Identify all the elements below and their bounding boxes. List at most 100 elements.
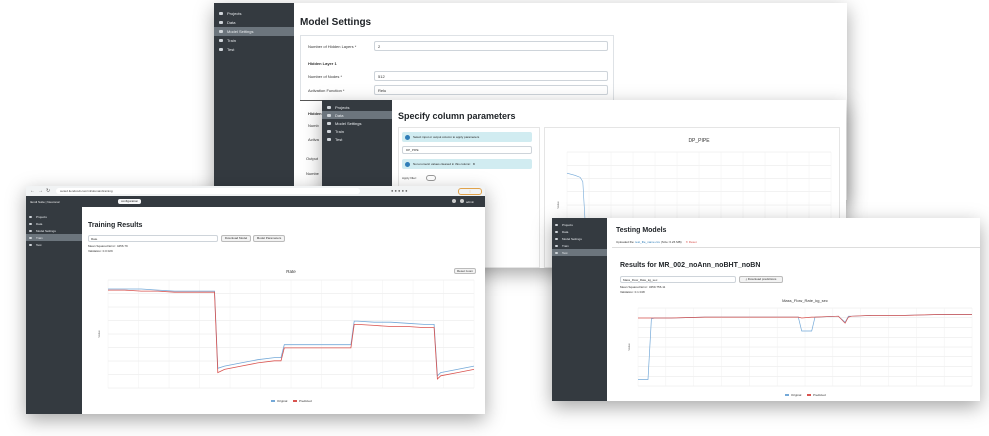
update-button[interactable]: ⋮ — [458, 188, 482, 195]
sidebar-item-model-settings[interactable]: Model Settings — [552, 235, 607, 242]
sidebar-item-projects[interactable]: Projects — [552, 221, 607, 228]
column-select[interactable]: DP_PIPE — [402, 146, 532, 154]
sliders-icon — [327, 121, 331, 125]
database-icon — [219, 21, 223, 24]
select-column-alert: Select input or output column to apply p… — [402, 132, 532, 142]
sidebar-item-model-settings[interactable]: Model Settings — [26, 227, 82, 234]
apply-filter-toggle[interactable] — [426, 175, 436, 181]
sidebar-item-test[interactable]: Test — [322, 135, 392, 143]
uploaded-file-row: Uploaded file: test_file_name.csv (Size:… — [616, 240, 697, 244]
legend-swatch-predicted — [807, 394, 811, 396]
hidden-layers-label: Number of Hidden Layers * — [308, 44, 357, 49]
extensions-icons: ● ● ● ● ● — [391, 188, 408, 193]
info-icon — [405, 134, 410, 140]
training-window: ← → ↻ suite2.ilendcodi.com/ml/domain/tra… — [26, 186, 485, 414]
legend-swatch-original — [271, 400, 275, 402]
sliders-icon — [555, 237, 558, 240]
sidebar-nav: Projects Data Model Settings Train Test — [552, 218, 607, 256]
activation-select[interactable]: Relu — [374, 85, 608, 95]
reset-link[interactable]: ✕ Reset — [685, 240, 697, 244]
back-icon[interactable]: ← — [30, 188, 35, 194]
hidden-layers-stepper[interactable]: 2 — [374, 41, 608, 51]
series-line-predicted — [108, 289, 475, 380]
forward-icon[interactable]: → — [38, 188, 43, 194]
model-parameters-button[interactable]: Model Parameters — [253, 235, 285, 242]
mass-flow-chart: Mass_Flow_Rate_kg_sec Value Original Predic… — [627, 298, 973, 397]
sidebar-item-train[interactable]: Train — [214, 36, 294, 45]
sliders-icon — [219, 30, 223, 33]
nodes-label: Number of Nodes * — [308, 74, 343, 79]
database-icon — [555, 230, 558, 233]
sidebar-nav: Projects Data Model Settings Train Test — [322, 100, 392, 143]
validation-text: Validation: 0.1 048 — [620, 290, 645, 294]
nonnumeric-alert: Non-numeric values cleaned in this colum… — [402, 159, 532, 169]
sidebar-nav: Projects Data Model Settings Train Test — [214, 3, 294, 54]
app-header: Ilendi Suite | Neuronal configuration ad… — [26, 196, 485, 207]
y-axis-label: Value — [556, 201, 560, 209]
sidebar-item-data[interactable]: Data — [26, 220, 82, 227]
page-title: Model Settings — [300, 17, 372, 28]
info-icon — [405, 161, 410, 167]
sidebar-nav: Projects Data Model Settings Train Test — [26, 207, 82, 248]
hidden-layer-2-heading: Hidden — [308, 111, 322, 116]
sliders-icon — [29, 229, 32, 232]
sidebar-item-projects[interactable]: Projects — [322, 103, 392, 111]
results-title: Results for MR_002_noAnn_noBHT_noBN — [620, 262, 761, 269]
sidebar-item-model-settings[interactable]: Model Settings — [214, 27, 294, 36]
sidebar-item-train[interactable]: Train — [26, 234, 82, 241]
download-model-button[interactable]: Download Model — [221, 235, 251, 242]
mse-text: Mean Squared Error: 3459.756.11 — [620, 285, 666, 289]
sidebar: Projects Data Model Settings Train Test — [214, 3, 294, 200]
column-select[interactable]: Mass_Flow_Rate_kg_sec — [620, 276, 736, 283]
chart-icon — [555, 244, 558, 247]
download-predictions-button[interactable]: ⤓ Download predictions — [739, 276, 783, 283]
sidebar-item-data[interactable]: Data — [552, 228, 607, 235]
page-title: Specify column parameters — [398, 111, 516, 121]
validation-text: Validation: 0.0 029 — [88, 249, 113, 253]
folder-icon — [29, 215, 32, 218]
sidebar: Projects Data Model Settings Train Test — [552, 218, 607, 401]
nodes-input[interactable]: 512 — [374, 71, 608, 81]
activation-label: Activation Function * — [308, 88, 345, 93]
address-bar[interactable]: suite2.ilendcodi.com/ml/domain/training — [56, 188, 360, 194]
legend-swatch-original — [785, 394, 789, 396]
uploaded-file-link[interactable]: test_file_name.csv — [635, 240, 661, 244]
sidebar-item-test[interactable]: Test — [552, 249, 607, 256]
nodes-label-2: Numb — [308, 123, 319, 128]
mse-text: Mean Squared Error: 4456.79 — [88, 244, 128, 248]
page-title: Training Results — [88, 222, 143, 229]
reload-icon[interactable]: ↻ — [46, 188, 51, 194]
divider — [612, 247, 980, 248]
gear-icon[interactable] — [452, 199, 456, 203]
sidebar-item-model-settings[interactable]: Model Settings — [322, 119, 392, 127]
series-line-original — [108, 288, 475, 377]
sidebar-item-projects[interactable]: Projects — [214, 9, 294, 18]
sidebar-item-test[interactable]: Test — [214, 45, 294, 54]
sidebar-item-projects[interactable]: Projects — [26, 213, 82, 220]
database-icon — [29, 222, 32, 225]
sidebar-item-test[interactable]: Test — [26, 241, 82, 248]
legend-swatch-predicted — [293, 400, 297, 402]
activation-label-2: Activa — [308, 137, 319, 142]
folder-icon — [219, 12, 223, 15]
flask-icon — [29, 243, 32, 246]
download-icon: ⤓ — [745, 277, 748, 281]
sidebar-item-data[interactable]: Data — [322, 111, 392, 119]
sidebar-item-data[interactable]: Data — [214, 18, 294, 27]
folder-icon — [555, 223, 558, 226]
flask-icon — [555, 251, 558, 254]
database-icon — [327, 113, 331, 117]
legend-entry-predicted: Predicted — [813, 393, 826, 397]
sidebar-item-train[interactable]: Train — [552, 242, 607, 249]
project-chip[interactable]: configuration — [118, 199, 142, 204]
chart-title: Mass_Flow_Rate_kg_sec — [782, 298, 828, 303]
legend-entry-original: Original — [277, 399, 288, 403]
column-select[interactable]: Rate — [88, 235, 218, 242]
output-label: Output — [306, 156, 319, 161]
reset-zoom-button[interactable]: Reset zoom — [454, 268, 476, 274]
legend-entry-original: Original — [791, 393, 802, 397]
sidebar-item-train[interactable]: Train — [322, 127, 392, 135]
chart-icon — [327, 129, 331, 133]
user-name[interactable]: admin — [466, 200, 475, 204]
legend-entry-predicted: Predicted — [299, 399, 312, 403]
